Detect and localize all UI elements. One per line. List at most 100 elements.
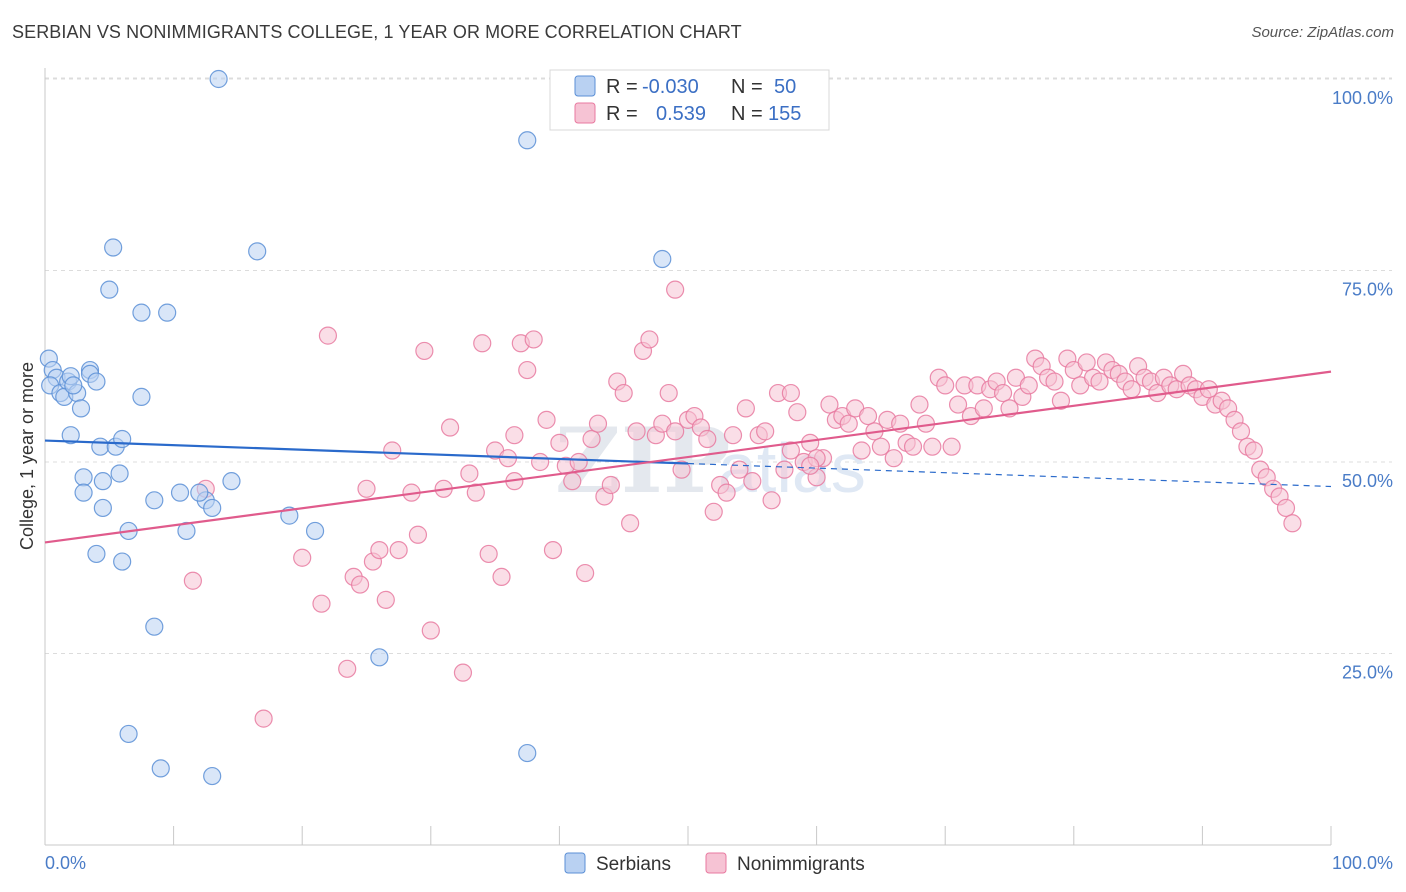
legend-r-label-serbians: R =	[606, 76, 638, 98]
nonimmigrants-point	[376, 590, 395, 609]
nonimmigrants-point	[775, 460, 794, 479]
nonimmigrants-point	[1231, 422, 1251, 441]
nonimmigrants-point	[312, 594, 331, 613]
serbians-point	[132, 303, 151, 322]
nonimmigrants-point	[588, 414, 608, 433]
nonimmigrants-point	[293, 548, 312, 567]
serbians-point	[518, 743, 537, 763]
serbians-point	[518, 131, 537, 150]
serbians-point	[74, 483, 93, 502]
y-axis-title: College, 1 year or more	[17, 362, 37, 550]
legend-n-label-nonimmigrants: N =	[731, 103, 763, 125]
y-tick-label-100: 100.0%	[1332, 88, 1393, 108]
nonimmigrants-point	[543, 540, 563, 560]
y-tick-label-25: 25.0%	[1342, 663, 1393, 683]
nonimmigrants-point	[383, 441, 402, 460]
series-legend: Serbians Nonimmigrants	[564, 852, 865, 875]
nonimmigrants-point	[569, 452, 588, 472]
serbians-point	[71, 399, 91, 418]
serbians-point	[93, 472, 112, 491]
nonimmigrants-point	[781, 383, 800, 403]
nonimmigrants-point	[415, 341, 434, 361]
serbians-point	[203, 498, 222, 518]
nonimmigrants-point	[473, 334, 492, 353]
nonimmigrants-point	[1019, 376, 1038, 395]
nonimmigrants-point	[537, 410, 556, 429]
legend-r-nonimmigrants: 0.539	[656, 103, 706, 125]
serbians-point	[222, 472, 241, 491]
legend-box	[549, 69, 830, 131]
nonimmigrants-point	[948, 395, 968, 414]
nonimmigrants-point	[659, 383, 678, 403]
nonimmigrants-point	[531, 452, 550, 472]
legend-r-serbians: -0.030	[642, 76, 699, 98]
nonimmigrants-point	[839, 414, 858, 433]
nonimmigrants-point	[1244, 441, 1263, 460]
nonimmigrants-point	[370, 540, 389, 560]
serbians-point	[370, 648, 389, 667]
nonimmigrants-point	[910, 395, 929, 414]
nonimmigrants-point	[858, 406, 878, 426]
serbians-point	[113, 429, 132, 449]
nonimmigrants-point	[357, 479, 376, 498]
nonimmigrants-point	[942, 437, 961, 456]
serbians-point	[64, 376, 83, 395]
nonimmigrants-point	[820, 395, 839, 414]
nonimmigrants-point	[704, 502, 723, 521]
legend-n-nonimmigrants: 155	[768, 103, 801, 125]
nonimmigrants-point	[408, 525, 428, 544]
x-tick-label-max: 100.0%	[1332, 853, 1393, 873]
serbians-point	[158, 303, 177, 322]
serbians-point	[305, 521, 325, 541]
nonimmigrants-point	[440, 418, 460, 437]
nonimmigrants-point	[723, 426, 743, 445]
serbians-point	[145, 617, 164, 636]
nonimmigrants-point	[788, 403, 807, 422]
nonimmigrants-point	[505, 426, 524, 445]
nonimmigrants-point	[936, 376, 955, 395]
serbians-point	[177, 521, 196, 541]
nonimmigrants-trend	[44, 370, 1332, 544]
nonimmigrants-point	[524, 330, 543, 349]
legend-n-serbians: 50	[774, 76, 796, 98]
nonimmigrants-point	[183, 571, 202, 590]
bottom-legend-serbians: Serbians	[596, 854, 671, 875]
correlation-legend: R = -0.030 N = 50 R = 0.539 N = 155	[549, 69, 830, 131]
nonimmigrants-point	[350, 575, 370, 594]
nonimmigrants-point	[756, 422, 775, 441]
serbians-point	[87, 372, 106, 391]
x-tick-label-min: 0.0%	[45, 853, 86, 873]
serbians-point	[93, 498, 112, 518]
nonimmigrants-point	[601, 475, 620, 495]
y-tick-label-75: 75.0%	[1342, 280, 1393, 300]
serbians-point	[100, 280, 119, 299]
bottom-legend-swatch-serbians	[564, 852, 586, 874]
serbians-point	[87, 544, 106, 564]
nonimmigrants-point	[743, 472, 762, 491]
nonimmigrants-point	[492, 567, 511, 587]
nonimmigrants-point	[974, 399, 993, 418]
serbians-trend-solid	[44, 439, 689, 465]
source-label: Source: ZipAtlas.com	[1251, 24, 1394, 41]
nonimmigrants-point	[762, 491, 781, 510]
legend-swatch-serbians	[574, 75, 596, 97]
serbians-point	[151, 759, 170, 778]
nonimmigrants-point	[1045, 372, 1064, 391]
legend-n-label-serbians: N =	[731, 76, 763, 98]
nonimmigrants-point	[1077, 353, 1096, 372]
nonimmigrants-point	[389, 540, 408, 560]
nonimmigrants-point	[852, 441, 871, 460]
nonimmigrants-point	[717, 483, 736, 502]
nonimmigrants-point	[421, 621, 440, 640]
nonimmigrants-point	[801, 456, 820, 475]
nonimmigrants-point	[518, 360, 537, 380]
legend-r-label-nonimmigrants: R =	[606, 103, 638, 125]
nonimmigrants-point	[550, 433, 569, 452]
serbians-point	[170, 483, 190, 502]
serbians-point	[248, 242, 267, 261]
nonimmigrants-point	[1276, 498, 1296, 518]
nonimmigrants-point	[254, 709, 273, 728]
data-points	[39, 69, 1302, 786]
serbians-point	[119, 724, 138, 744]
tick-labels: 100.0% 75.0% 50.0% 25.0% 0.0% 100.0%	[45, 88, 1393, 873]
